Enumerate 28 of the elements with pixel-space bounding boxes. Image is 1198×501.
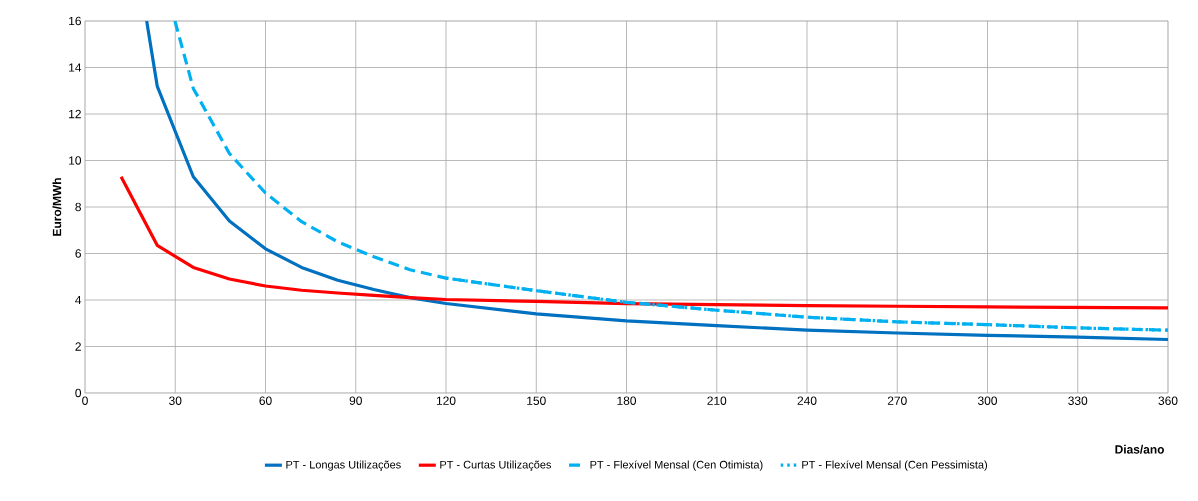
x-tick-label: 150 <box>527 396 546 405</box>
y-tick-label: 14 <box>69 63 82 72</box>
y-tick-label: 2 <box>75 342 81 351</box>
x-tick-label: 210 <box>707 396 727 405</box>
x-tick-label: 180 <box>617 396 637 405</box>
x-axis-title: Dias/ano <box>1115 444 1164 454</box>
x-tick-label: 90 <box>349 396 362 405</box>
x-tick-label: 270 <box>887 396 907 405</box>
x-tick-label: 0 <box>82 396 88 405</box>
legend-label: PT - Curtas Utilizações <box>440 460 552 471</box>
y-tick-label: 12 <box>69 109 81 119</box>
x-tick-label: 240 <box>797 396 817 405</box>
x-tick-label: 30 <box>169 396 182 405</box>
legend-label: PT - Longas Utilizações <box>286 460 401 471</box>
y-tick-label: 10 <box>69 156 82 165</box>
x-tick-label: 360 <box>1158 396 1178 405</box>
y-tick-label: 0 <box>75 388 82 398</box>
y-tick-label: 16 <box>69 16 81 26</box>
x-tick-label: 330 <box>1068 396 1088 405</box>
x-tick-label: 60 <box>259 396 272 405</box>
y-tick-label: 4 <box>75 295 82 305</box>
y-tick-label: 8 <box>75 202 81 212</box>
x-tick-label: 300 <box>977 396 998 405</box>
y-axis-title: Euro/MWh <box>52 178 62 236</box>
legend-label: PT - Flexível Mensal (Cen Otimista) <box>590 460 763 471</box>
y-tick-label: 6 <box>75 249 81 258</box>
x-tick-label: 120 <box>436 396 456 405</box>
legend-label: PT - Flexível Mensal (Cen Pessimista) <box>802 460 987 471</box>
